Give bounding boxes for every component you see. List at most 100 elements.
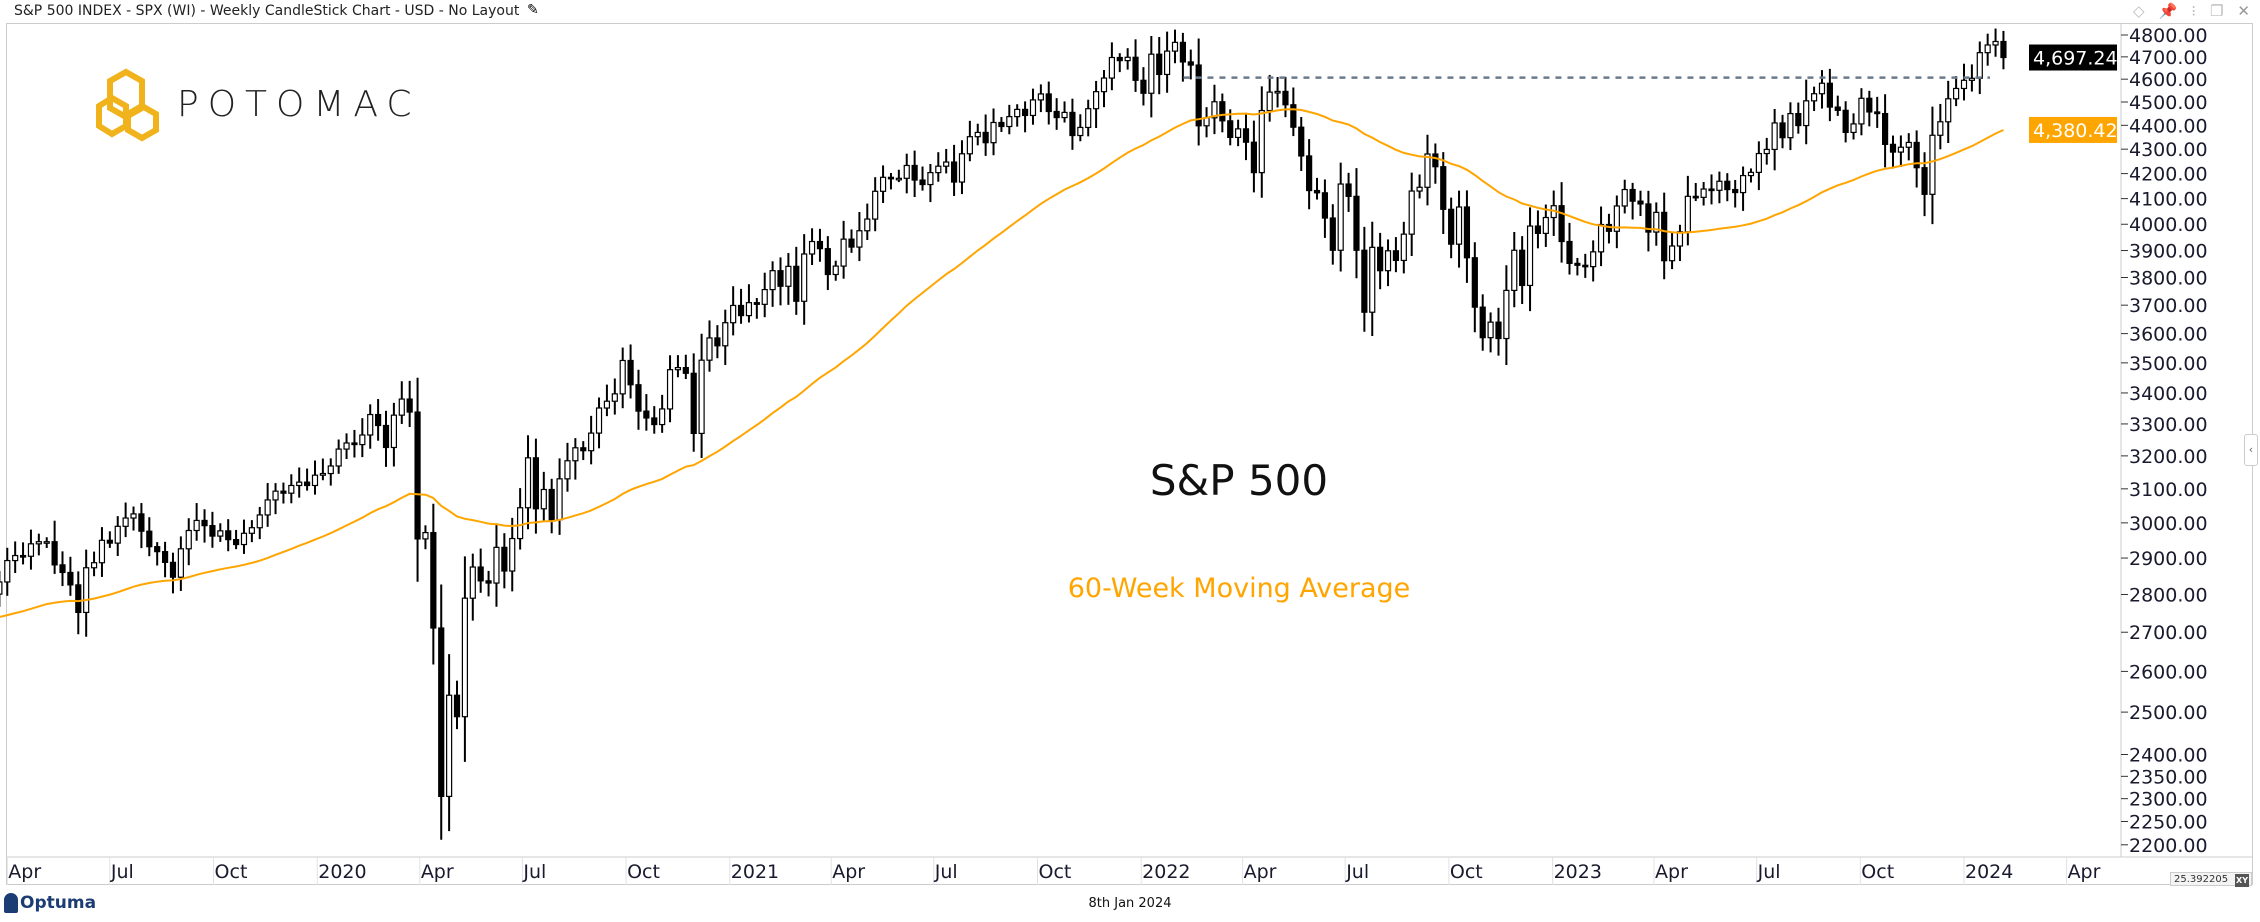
candle-body bbox=[1621, 188, 1628, 207]
candle bbox=[296, 467, 303, 498]
candle bbox=[793, 246, 800, 315]
candle bbox=[1566, 222, 1573, 275]
candle bbox=[998, 117, 1005, 132]
candle-body bbox=[1471, 257, 1478, 308]
candle bbox=[895, 169, 902, 183]
candle bbox=[453, 680, 461, 730]
candle bbox=[1235, 119, 1242, 147]
candle bbox=[1676, 224, 1684, 262]
candle bbox=[777, 257, 784, 306]
x-tick-label: Apr bbox=[421, 861, 454, 883]
candle-body bbox=[1053, 110, 1060, 119]
potomac-logo bbox=[96, 68, 162, 146]
candle-body bbox=[698, 359, 705, 435]
candle bbox=[1132, 39, 1139, 92]
candle-body bbox=[154, 546, 161, 553]
candle bbox=[509, 517, 516, 592]
candle bbox=[83, 549, 90, 637]
candle-body bbox=[469, 566, 476, 599]
candle bbox=[761, 272, 768, 318]
candle bbox=[19, 542, 27, 565]
close-icon[interactable]: ✕ bbox=[2237, 2, 2250, 20]
candle bbox=[122, 502, 129, 538]
candle-body bbox=[43, 541, 50, 544]
candle bbox=[990, 108, 997, 156]
xy-readout[interactable]: 25.392205 XY bbox=[2170, 872, 2252, 888]
candle-body bbox=[1495, 321, 1502, 340]
candle bbox=[1692, 182, 1699, 202]
candle-body bbox=[1448, 208, 1455, 245]
candle-body bbox=[430, 531, 437, 629]
diamond-icon[interactable]: ◇ bbox=[2132, 2, 2145, 20]
candle bbox=[1487, 312, 1494, 353]
candle-body bbox=[390, 414, 397, 449]
candle bbox=[67, 556, 74, 596]
xy-label: XY bbox=[2235, 874, 2249, 888]
candle bbox=[935, 152, 942, 182]
x-tick-label: Oct bbox=[1861, 861, 1894, 883]
x-tick-label: Apr bbox=[8, 861, 41, 883]
candle-body bbox=[438, 627, 445, 798]
candle-body bbox=[1085, 108, 1092, 129]
candle-body bbox=[12, 554, 19, 562]
candle bbox=[2000, 30, 2007, 70]
candle bbox=[1613, 195, 1620, 249]
candle-body bbox=[1684, 195, 1691, 233]
candle bbox=[1345, 172, 1352, 212]
candle bbox=[1313, 177, 1321, 200]
candle-body bbox=[509, 537, 516, 572]
candle-body bbox=[485, 580, 492, 584]
candle-body bbox=[808, 240, 816, 255]
candle bbox=[1195, 38, 1202, 146]
candle-body bbox=[1463, 206, 1471, 259]
candle bbox=[1021, 101, 1029, 133]
link-icon[interactable]: ⁝ bbox=[2191, 2, 2196, 20]
candle bbox=[1668, 231, 1676, 270]
candle bbox=[1258, 86, 1265, 198]
candle bbox=[477, 548, 484, 593]
candle bbox=[1858, 88, 1865, 136]
x-tick-label: Apr bbox=[2068, 861, 2101, 883]
candle-body bbox=[1905, 141, 1912, 148]
candle-body bbox=[1542, 216, 1549, 234]
candle-body bbox=[1124, 56, 1131, 62]
candle-body bbox=[1866, 97, 1873, 113]
candle-body bbox=[1629, 188, 1636, 202]
candle bbox=[1124, 48, 1131, 70]
candle bbox=[745, 284, 753, 323]
collapse-panel-button[interactable]: ‹ bbox=[2244, 434, 2258, 466]
candle bbox=[1976, 41, 1983, 95]
candle bbox=[1479, 294, 1486, 351]
candle bbox=[753, 298, 760, 319]
restore-icon[interactable]: ❐ bbox=[2209, 2, 2224, 20]
edit-pencil-icon[interactable]: ✎ bbox=[527, 2, 539, 18]
candle bbox=[1866, 90, 1873, 127]
candle bbox=[272, 483, 279, 515]
x-tick-label: Jul bbox=[110, 861, 134, 883]
pin-icon[interactable]: 📌 bbox=[2158, 2, 2178, 20]
candle-body bbox=[1976, 52, 1983, 79]
candle bbox=[1605, 213, 1613, 244]
candle-body bbox=[1645, 203, 1652, 233]
candle-body bbox=[1424, 153, 1431, 188]
candle-body bbox=[382, 424, 390, 449]
candle-body bbox=[1377, 246, 1384, 272]
candle-body bbox=[1755, 152, 1762, 173]
candles bbox=[0, 28, 2007, 840]
candle-body bbox=[398, 398, 405, 416]
candle bbox=[982, 114, 989, 156]
candle bbox=[950, 144, 958, 196]
candle bbox=[1455, 190, 1463, 268]
candle bbox=[1968, 64, 1975, 92]
candle bbox=[927, 163, 934, 203]
candle bbox=[1369, 221, 1376, 337]
candle bbox=[1661, 192, 1668, 280]
candle bbox=[35, 533, 42, 556]
candle bbox=[619, 347, 626, 409]
candle-body bbox=[359, 434, 366, 446]
candle-body bbox=[1779, 122, 1786, 139]
candle bbox=[698, 333, 705, 459]
candle bbox=[398, 381, 405, 424]
candle-body bbox=[635, 384, 642, 412]
